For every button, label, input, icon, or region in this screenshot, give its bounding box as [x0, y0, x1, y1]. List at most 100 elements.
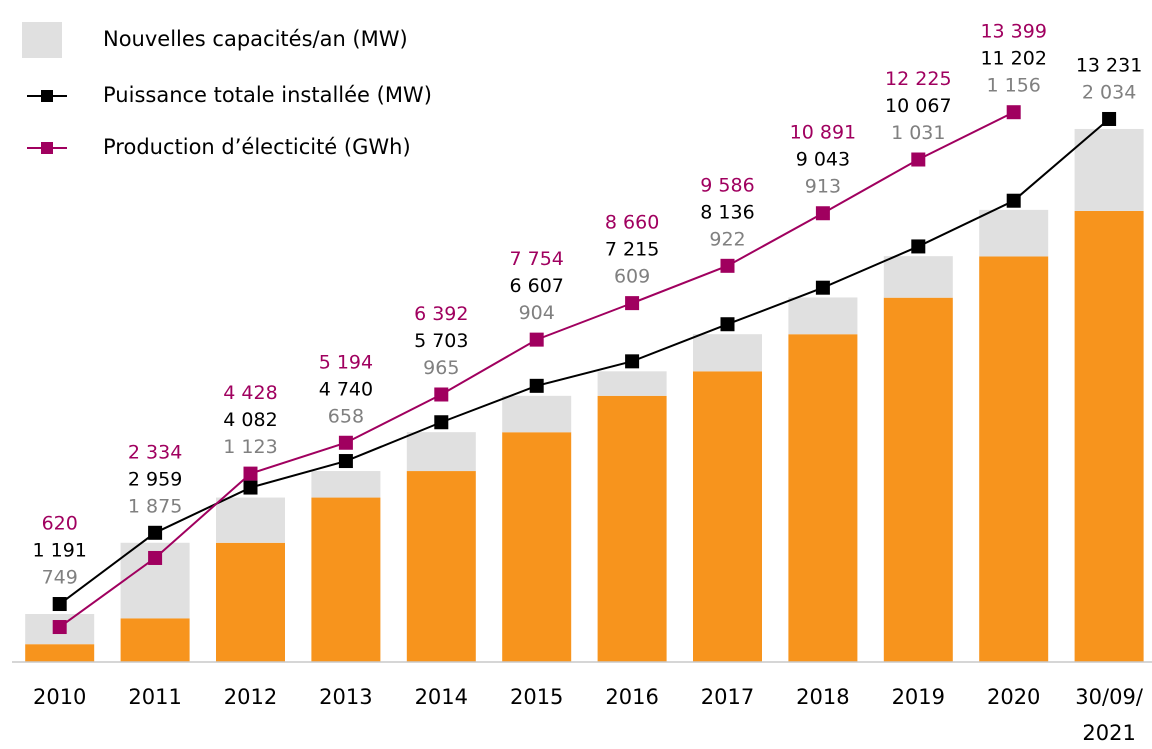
x-tick-label: 2013 — [319, 685, 372, 709]
line-marker — [911, 152, 926, 167]
line — [59, 118, 1110, 605]
data-label: 10 067 — [885, 95, 951, 117]
legend-label: Production d’électicité (GWh) — [103, 135, 411, 159]
legend-label: Nouvelles capacités/an (MW) — [103, 27, 408, 51]
bar-base — [597, 395, 667, 662]
data-label: 1 875 — [128, 495, 182, 517]
data-label: 5 703 — [414, 330, 468, 352]
x-tick-label: 2018 — [796, 685, 849, 709]
data-label: 2 959 — [128, 468, 182, 490]
line-marker — [911, 239, 926, 254]
line-marker — [243, 480, 258, 495]
bar-new — [406, 432, 476, 472]
bar-new — [502, 395, 572, 433]
line-marker — [148, 525, 163, 540]
legend-swatch — [22, 22, 62, 58]
bar-new — [788, 297, 858, 335]
data-label: 922 — [709, 228, 745, 250]
data-label: 2 034 — [1082, 81, 1136, 103]
data-label: 1 123 — [223, 436, 277, 458]
bar-new — [216, 497, 285, 543]
x-tick-label: 2014 — [415, 685, 468, 709]
data-label: 620 — [42, 513, 78, 535]
line-marker — [529, 378, 544, 393]
data-label: 609 — [614, 266, 650, 288]
data-label: 9 043 — [796, 149, 850, 171]
legend-label: Puissance totale installée (MW) — [103, 83, 432, 107]
bar-base — [25, 644, 95, 662]
line-marker — [434, 387, 449, 402]
bar-base — [216, 542, 285, 662]
line-marker — [52, 620, 67, 635]
data-label: 9 586 — [700, 174, 754, 196]
data-label: 1 191 — [32, 540, 86, 562]
line-marker — [529, 332, 544, 347]
data-label: 4 082 — [223, 409, 277, 431]
data-label: 8 136 — [700, 201, 754, 223]
bar-base — [788, 334, 858, 662]
data-label: 10 891 — [790, 122, 856, 144]
x-tick-label: 2020 — [987, 685, 1040, 709]
data-label: 11 202 — [980, 48, 1046, 70]
data-label: 904 — [519, 302, 555, 324]
x-tick-label: 2015 — [510, 685, 563, 709]
bar-new — [311, 471, 381, 498]
data-label: 5 194 — [319, 351, 373, 373]
x-tick-label: 2017 — [701, 685, 754, 709]
data-label: 8 660 — [605, 212, 659, 234]
bar-base — [883, 297, 953, 662]
line-marker — [148, 550, 163, 565]
data-label: 913 — [805, 176, 841, 198]
data-label: 4 740 — [319, 378, 373, 400]
bar-base — [120, 618, 190, 662]
data-label: 658 — [328, 405, 364, 427]
x-tick-label: 2010 — [33, 685, 86, 709]
data-label: 6 607 — [509, 275, 563, 297]
line-marker — [338, 435, 353, 450]
data-label: 6 392 — [414, 303, 468, 325]
line-marker — [52, 597, 67, 612]
line-marker — [1102, 111, 1117, 126]
bar-base — [406, 471, 476, 662]
data-label: 4 428 — [223, 382, 277, 404]
line-marker — [243, 466, 258, 481]
line-marker — [815, 206, 830, 221]
x-tick-label: 2016 — [605, 685, 658, 709]
x-tick-label: 30/09/2021 — [1075, 685, 1144, 745]
data-label: 965 — [423, 357, 459, 379]
line-marker — [1006, 105, 1021, 120]
bar-base — [693, 371, 762, 662]
line-marker — [1006, 193, 1021, 208]
line-marker — [720, 317, 735, 332]
line-marker — [720, 258, 735, 273]
bar-new — [1074, 128, 1144, 211]
x-tick-label: 2011 — [128, 685, 181, 709]
x-tick-label: 2019 — [892, 685, 945, 709]
line-marker — [338, 454, 353, 469]
line-marker — [434, 415, 449, 430]
data-label: 13 399 — [980, 21, 1046, 43]
data-label: 13 231 — [1076, 54, 1142, 76]
data-label: 1 156 — [986, 75, 1040, 97]
line-marker — [625, 354, 640, 369]
bar-new — [979, 209, 1049, 257]
line-marker — [815, 280, 830, 295]
legend-marker — [41, 90, 53, 102]
line-marker — [625, 296, 640, 311]
bar-new — [883, 256, 953, 298]
bar-base — [311, 497, 381, 662]
x-tick-label: 2012 — [224, 685, 277, 709]
bar-new — [597, 371, 667, 396]
bar-new — [693, 334, 762, 372]
bar-base — [979, 256, 1049, 662]
data-label: 2 334 — [128, 441, 182, 463]
data-label: 7 754 — [509, 248, 563, 270]
bar-base — [1074, 210, 1144, 663]
data-label: 12 225 — [885, 68, 951, 90]
bar-base — [502, 432, 572, 662]
data-label: 7 215 — [605, 239, 659, 261]
data-label: 749 — [42, 567, 78, 589]
legend-marker — [41, 142, 53, 154]
data-label: 1 031 — [891, 122, 945, 144]
